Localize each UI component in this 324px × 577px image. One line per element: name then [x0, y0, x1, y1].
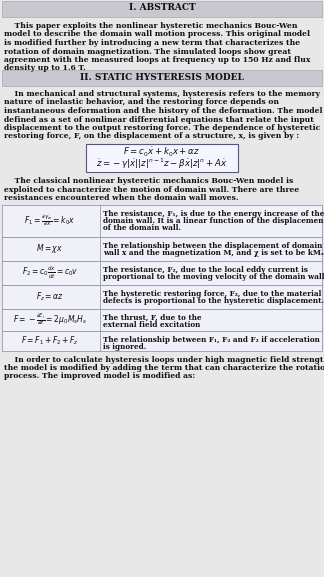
Text: This paper exploits the nonlinear hysteretic mechanics Bouc-Wen: This paper exploits the nonlinear hyster…	[4, 22, 297, 30]
Text: The relationship between the displacement of domain: The relationship between the displacemen…	[103, 242, 322, 249]
Text: The classical nonlinear hysteretic mechanics Bouc-Wen model is: The classical nonlinear hysteretic mecha…	[4, 177, 293, 185]
Text: $M=\chi x$: $M=\chi x$	[37, 242, 64, 255]
Text: $F=-\frac{\partial E_i}{\partial z}=2\mu_0 M_s H_s$: $F=-\frac{\partial E_i}{\partial z}=2\mu…	[13, 312, 87, 327]
Text: resistances encountered when the domain wall moves.: resistances encountered when the domain …	[4, 194, 238, 202]
Text: is ignored.: is ignored.	[103, 343, 146, 351]
FancyBboxPatch shape	[2, 260, 322, 284]
Text: $F=F_1+F_2+F_z$: $F=F_1+F_2+F_z$	[21, 334, 79, 347]
Text: rotation of domain magnetization. The simulated loops show great: rotation of domain magnetization. The si…	[4, 47, 291, 55]
FancyBboxPatch shape	[2, 204, 322, 237]
Text: wall x and the magnetization M, and χ is set to be kMₛ.: wall x and the magnetization M, and χ is…	[103, 249, 324, 257]
Text: In mechanical and structural systems, hysteresis refers to the memory: In mechanical and structural systems, hy…	[4, 90, 320, 98]
Text: $F_1=\frac{\partial\gamma_w}{\partial x}=k_0x$: $F_1=\frac{\partial\gamma_w}{\partial x}…	[24, 213, 76, 228]
Text: defects is proportional to the hysteretic displacement.: defects is proportional to the hystereti…	[103, 297, 324, 305]
Text: domain wall. It is a linear function of the displacement: domain wall. It is a linear function of …	[103, 217, 324, 225]
Text: $F=c_0\dot{x}+k_0x+\alpha z$: $F=c_0\dot{x}+k_0x+\alpha z$	[123, 145, 201, 159]
FancyBboxPatch shape	[2, 284, 322, 309]
FancyBboxPatch shape	[2, 70, 322, 86]
Text: instantaneous deformation and the history of the deformation. The model is: instantaneous deformation and the histor…	[4, 107, 324, 115]
FancyBboxPatch shape	[2, 309, 322, 331]
Text: agreement with the measured loops at frequency up to 150 Hz and flux: agreement with the measured loops at fre…	[4, 56, 310, 64]
Text: The thrust, F, due to the: The thrust, F, due to the	[103, 313, 202, 321]
Text: In order to calculate hysteresis loops under high magnetic field strengths,: In order to calculate hysteresis loops u…	[4, 355, 324, 364]
Text: the model is modified by adding the term that can characterize the rotation: the model is modified by adding the term…	[4, 364, 324, 372]
FancyBboxPatch shape	[2, 237, 322, 260]
Text: nature of inelastic behavior, and the restoring force depends on: nature of inelastic behavior, and the re…	[4, 99, 279, 107]
Text: restoring force, F, on the displacement of a structure, x, is given by :: restoring force, F, on the displacement …	[4, 133, 299, 141]
Text: II. STATIC HYSTERESIS MODEL: II. STATIC HYSTERESIS MODEL	[80, 73, 244, 81]
Text: $\dot{z}=-\gamma|\dot{x}||z|^{n-1}z-\beta\dot{x}|z|^n+A\dot{x}$: $\dot{z}=-\gamma|\dot{x}||z|^{n-1}z-\bet…	[96, 157, 228, 171]
FancyBboxPatch shape	[2, 1, 322, 17]
FancyBboxPatch shape	[86, 144, 238, 172]
Text: The resistance, F₂, due to the local eddy current is: The resistance, F₂, due to the local edd…	[103, 265, 308, 273]
Text: exploited to characterize the motion of domain wall. There are three: exploited to characterize the motion of …	[4, 185, 299, 193]
Text: of the domain wall.: of the domain wall.	[103, 224, 181, 233]
Text: is modified further by introducing a new term that characterizes the: is modified further by introducing a new…	[4, 39, 300, 47]
Text: The relationship between F₁, F₂ and F₂ if acceleration: The relationship between F₁, F₂ and F₂ i…	[103, 335, 320, 343]
Text: $F_2=c_0\frac{dx}{dt}=c_0v$: $F_2=c_0\frac{dx}{dt}=c_0v$	[22, 264, 78, 280]
FancyBboxPatch shape	[2, 331, 322, 350]
Text: density up to 1.6 T.: density up to 1.6 T.	[4, 65, 86, 73]
Text: The resistance, F₁, is due to the energy increase of the: The resistance, F₁, is due to the energy…	[103, 209, 324, 218]
Text: model to describe the domain wall motion process. This original model: model to describe the domain wall motion…	[4, 31, 310, 39]
Text: displacement to the output restoring force. The dependence of hysteretic: displacement to the output restoring for…	[4, 124, 320, 132]
Text: external field excitation: external field excitation	[103, 321, 200, 329]
Text: proportional to the moving velocity of the domain wall.: proportional to the moving velocity of t…	[103, 273, 324, 281]
Text: $F_z=\alpha z$: $F_z=\alpha z$	[36, 290, 64, 303]
Text: process. The improved model is modified as:: process. The improved model is modified …	[4, 373, 195, 380]
Text: I. ABSTRACT: I. ABSTRACT	[129, 3, 195, 13]
Text: defined as a set of nonlinear differential equations that relate the input: defined as a set of nonlinear differenti…	[4, 115, 314, 123]
Text: The hysteretic restoring force, F₂, due to the material: The hysteretic restoring force, F₂, due …	[103, 290, 321, 298]
